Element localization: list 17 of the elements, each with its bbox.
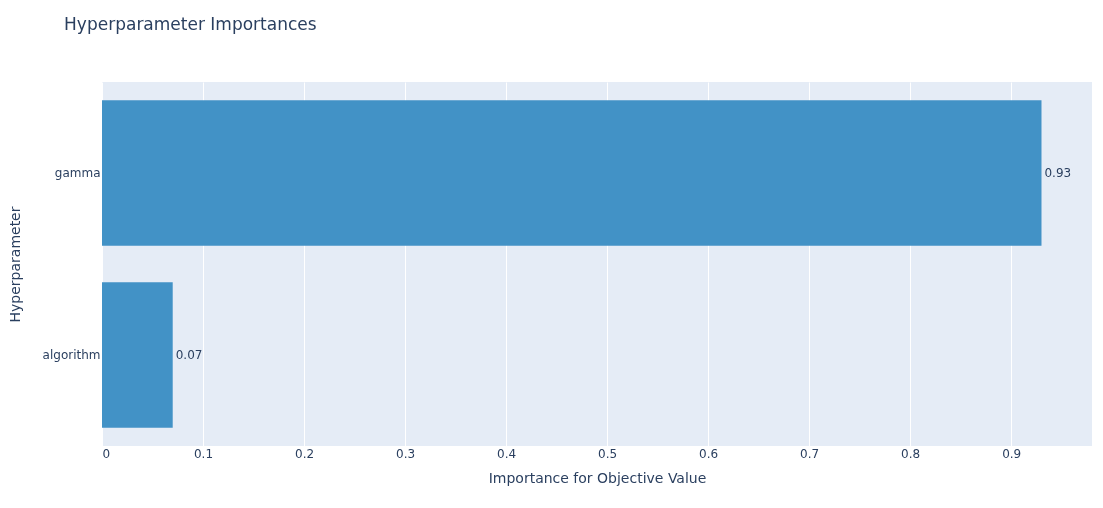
y-axis-title: Hyperparameter xyxy=(6,206,23,323)
x-axis-title: Importance for Objective Value xyxy=(488,469,707,486)
y-tick-label: algorithm xyxy=(42,348,101,362)
x-tick-label: 0.9 xyxy=(1002,446,1022,461)
x-tick-label: 0.1 xyxy=(193,446,214,461)
x-tick-label: 0.3 xyxy=(396,446,416,461)
x-tick-label: 0.8 xyxy=(901,446,921,461)
x-tick-label: 0.2 xyxy=(294,446,315,461)
x-tick-label: 0 xyxy=(102,446,111,461)
y-tick-label: gamma xyxy=(54,166,101,180)
x-tick-label: 0.4 xyxy=(497,446,517,461)
x-tick-label: 0.6 xyxy=(699,446,719,461)
chart-title: Hyperparameter Importances xyxy=(64,14,317,34)
x-tick-label: 0.5 xyxy=(598,446,618,461)
data-label: 0.93 xyxy=(1044,166,1072,180)
x-tick-label: 0.7 xyxy=(800,446,820,461)
data-label: 0.07 xyxy=(175,348,203,362)
